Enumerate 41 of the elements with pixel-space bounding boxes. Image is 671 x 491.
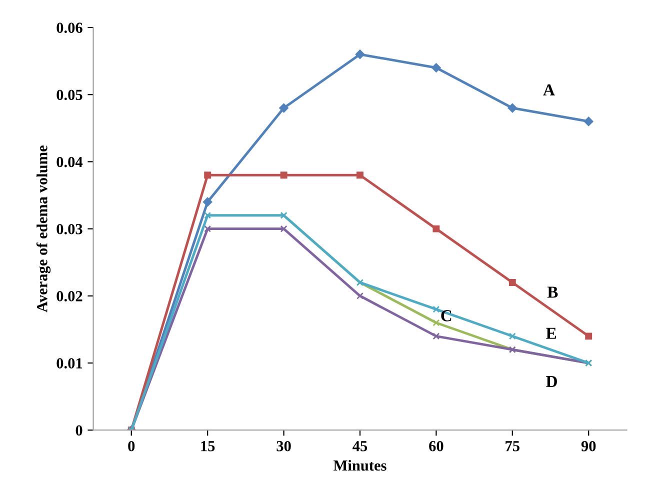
y-tick-label: 0.06 — [56, 22, 82, 34]
point — [204, 225, 212, 232]
point — [508, 103, 518, 113]
point — [432, 319, 440, 326]
series-label: E — [546, 328, 556, 339]
x-axis-title: Minutes — [334, 460, 386, 471]
x-tick-label: 0 — [128, 440, 135, 452]
point — [356, 172, 364, 179]
x-tick-label: 45 — [352, 441, 368, 452]
y-tick-label: 0.05 — [56, 90, 82, 100]
y-axis-title: Average of edema volume — [36, 146, 51, 312]
x-tick-label: 15 — [201, 441, 215, 452]
point — [432, 225, 440, 232]
x-tick-label: 60 — [429, 440, 444, 452]
point — [432, 332, 440, 340]
point — [585, 332, 592, 340]
y-tick-label: 0 — [76, 425, 82, 436]
point — [355, 50, 365, 59]
point — [508, 332, 516, 340]
point — [279, 103, 288, 113]
series-label: B — [547, 286, 558, 298]
y-tick-label: 0.03 — [56, 224, 82, 234]
y-tick-label: 0.04 — [56, 156, 83, 168]
series-label: A — [543, 84, 555, 96]
x-tick-label: 90 — [581, 440, 596, 452]
point — [356, 292, 364, 300]
point — [202, 197, 212, 207]
point — [280, 172, 288, 179]
series-label: C — [441, 310, 452, 322]
point — [204, 212, 212, 219]
series-label: D — [546, 376, 557, 387]
point — [280, 225, 288, 232]
x-tick-label: 30 — [276, 440, 291, 452]
point — [432, 63, 441, 72]
point — [508, 279, 516, 286]
y-tick-label: 0.02 — [56, 291, 82, 302]
x-tick-label: 75 — [506, 441, 520, 452]
y-tick-label: 0.01 — [56, 358, 82, 369]
point — [584, 116, 594, 126]
point — [204, 172, 212, 179]
point — [432, 306, 440, 313]
